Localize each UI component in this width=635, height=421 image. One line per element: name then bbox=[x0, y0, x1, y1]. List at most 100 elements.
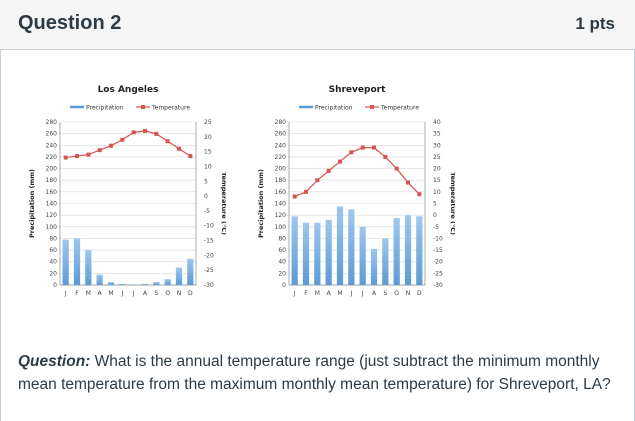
legend-precip-label: Precipitation bbox=[86, 105, 124, 112]
y-tick-left: 220 bbox=[46, 154, 58, 161]
temperature-point bbox=[304, 189, 308, 194]
question-label: Question: bbox=[18, 353, 91, 370]
y-tick-left: 200 bbox=[46, 166, 58, 173]
x-tick-label: J bbox=[361, 290, 364, 297]
y-tick-right: 40 bbox=[433, 119, 441, 126]
y-tick-left: 40 bbox=[278, 259, 286, 266]
temperature-point bbox=[86, 152, 91, 157]
precip-bar bbox=[153, 282, 160, 285]
legend-temp-label: Temperature bbox=[380, 105, 419, 112]
y-tick-right: 15 bbox=[433, 177, 441, 184]
chart-los-angeles: Los Angeles Precipitation Temperature 0 20 40… bbox=[28, 85, 226, 297]
y-tick-left: 20 bbox=[49, 270, 57, 277]
temperature-point bbox=[97, 148, 102, 153]
x-tick-label: S bbox=[154, 290, 158, 297]
y-tick-left: 240 bbox=[275, 142, 287, 149]
y-axis-left-title: Precipitation (mm) bbox=[28, 169, 36, 238]
precip-bar bbox=[107, 282, 115, 285]
y-tick-right: -5 bbox=[204, 208, 210, 215]
precip-bar bbox=[370, 248, 378, 285]
y-tick-left: 0 bbox=[53, 282, 57, 289]
temperature-line bbox=[65, 130, 191, 159]
y-axis-left-title: Precipitation (mm) bbox=[257, 169, 265, 238]
x-tick-label: O bbox=[165, 290, 170, 297]
y-tick-left: 40 bbox=[49, 259, 57, 266]
y-tick-right: 20 bbox=[204, 134, 212, 141]
temperature-point bbox=[154, 131, 159, 136]
y-tick-right: -30 bbox=[204, 282, 214, 289]
y-tick-right: -20 bbox=[204, 252, 214, 259]
y-tick-left: 260 bbox=[275, 131, 287, 138]
x-tick-label: A bbox=[372, 290, 377, 297]
precip-bar bbox=[336, 206, 344, 285]
precip-bar bbox=[291, 216, 298, 285]
legend-temp-marker bbox=[370, 105, 374, 109]
temperature-point bbox=[143, 128, 147, 133]
temperature-line bbox=[294, 147, 420, 198]
precip-bar bbox=[73, 238, 81, 285]
y-tick-left: 120 bbox=[46, 212, 58, 219]
legend-temp-marker bbox=[141, 105, 145, 109]
y-tick-right: 5 bbox=[204, 178, 208, 185]
y-tick-left: 240 bbox=[46, 142, 58, 149]
y-tick-right: -5 bbox=[433, 224, 439, 231]
y-tick-right: 10 bbox=[204, 163, 212, 170]
precip-bar bbox=[119, 283, 126, 285]
precip-bar bbox=[382, 238, 389, 285]
x-tick-label: M bbox=[86, 290, 91, 297]
x-tick-label: N bbox=[177, 290, 182, 297]
x-tick-label: S bbox=[383, 290, 387, 297]
temperature-point bbox=[326, 168, 331, 173]
x-tick-label: J bbox=[120, 290, 123, 297]
y-tick-left: 280 bbox=[275, 119, 287, 126]
x-tick-label: M bbox=[108, 290, 113, 297]
temperature-point bbox=[75, 154, 79, 159]
temperature-point bbox=[383, 154, 388, 159]
y-tick-right: -20 bbox=[433, 259, 443, 266]
temperature-point bbox=[417, 192, 422, 197]
precip-bar bbox=[62, 239, 69, 285]
question-body-text: What is the annual temperature range (ju… bbox=[18, 353, 611, 393]
x-tick-label: F bbox=[75, 290, 79, 297]
y-tick-right: 25 bbox=[433, 154, 441, 161]
y-tick-right: 25 bbox=[204, 119, 212, 126]
precip-bar bbox=[314, 222, 321, 285]
precip-bar bbox=[164, 279, 171, 285]
precip-bar bbox=[96, 274, 103, 285]
y-tick-right: -15 bbox=[204, 238, 214, 245]
x-tick-label: D bbox=[188, 290, 193, 297]
question-title: Question 2 bbox=[18, 12, 122, 34]
y-tick-left: 280 bbox=[46, 119, 58, 126]
y-tick-left: 80 bbox=[278, 235, 286, 242]
temperature-point bbox=[165, 139, 170, 144]
chart-title: Los Angeles bbox=[98, 85, 159, 95]
precip-bar bbox=[85, 250, 92, 285]
x-tick-label: N bbox=[406, 290, 411, 297]
precip-bar bbox=[404, 215, 412, 285]
temperature-point bbox=[109, 143, 113, 148]
temperature-point bbox=[349, 150, 354, 155]
y-tick-right: 30 bbox=[433, 142, 441, 149]
temperature-point bbox=[360, 145, 365, 150]
precip-bar bbox=[175, 267, 183, 285]
precip-bar bbox=[359, 226, 366, 285]
x-tick-label: M bbox=[315, 290, 320, 297]
x-tick-label: A bbox=[327, 290, 332, 297]
temperature-point bbox=[120, 137, 125, 142]
legend-precip-label: Precipitation bbox=[315, 105, 353, 112]
y-tick-right: -25 bbox=[204, 267, 214, 274]
temperature-point bbox=[188, 154, 193, 159]
y-tick-right: 5 bbox=[433, 201, 437, 208]
y-tick-right: 0 bbox=[433, 212, 437, 219]
y-tick-right: -25 bbox=[433, 270, 443, 277]
y-tick-left: 260 bbox=[46, 131, 58, 138]
chart-shreveport: Shreveport Precipitation Temperature 0 20 40 6… bbox=[257, 85, 455, 297]
x-tick-label: A bbox=[143, 290, 148, 297]
x-tick-label: J bbox=[293, 290, 296, 297]
y-tick-left: 200 bbox=[275, 166, 287, 173]
x-tick-label: J bbox=[349, 290, 352, 297]
y-tick-left: 0 bbox=[282, 282, 286, 289]
question-header: Question 2 1 pts bbox=[0, 0, 635, 50]
temperature-point bbox=[315, 178, 320, 183]
x-tick-label: M bbox=[337, 290, 342, 297]
